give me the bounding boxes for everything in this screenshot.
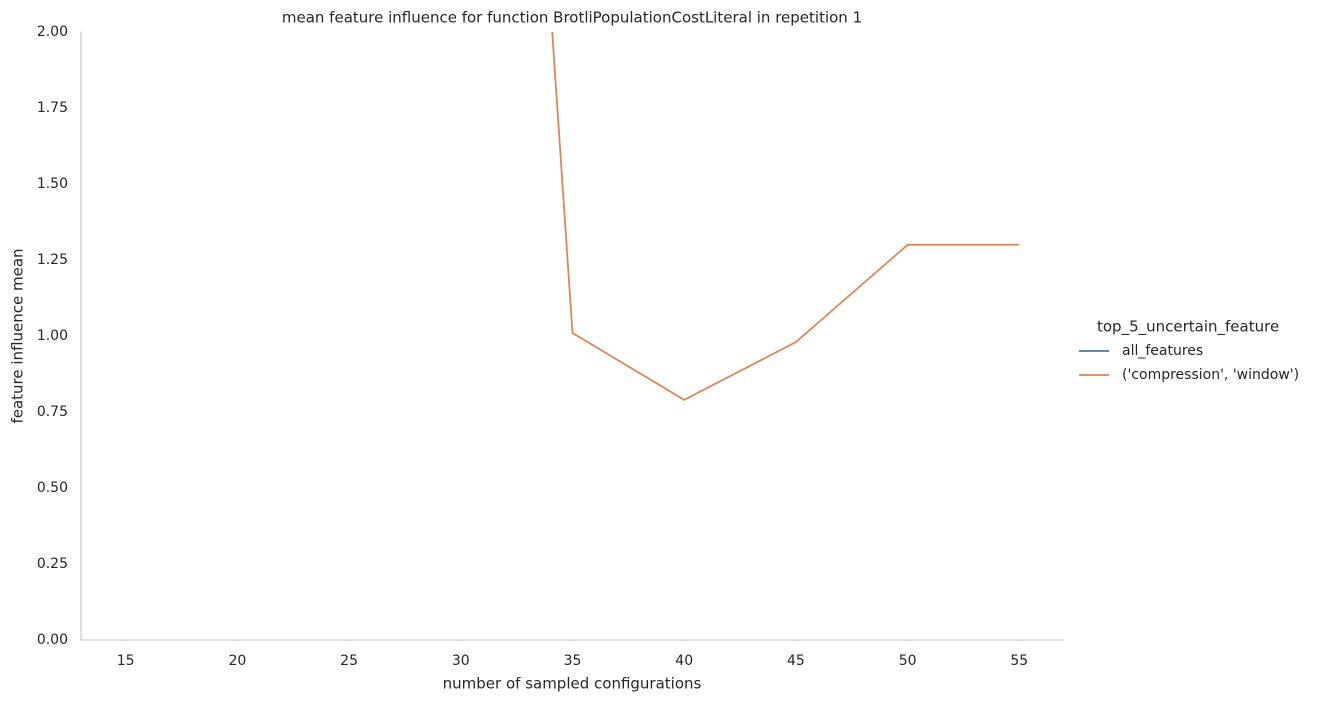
y-tick-label: 1.50 (37, 176, 68, 192)
y-tick-label: 1.75 (37, 100, 68, 116)
x-tick-label: 30 (452, 653, 470, 669)
y-tick-label: 0.25 (37, 556, 68, 572)
x-tick-label: 55 (1010, 653, 1028, 669)
x-tick-label: 20 (228, 653, 246, 669)
x-tick-label: 50 (899, 653, 917, 669)
legend-title: top_5_uncertain_feature (1097, 318, 1279, 337)
y-axis-label: feature influence mean (9, 248, 27, 423)
y-tick-label: 0.50 (37, 480, 68, 496)
x-tick-label: 35 (564, 653, 582, 669)
x-axis-label: number of sampled configurations (443, 675, 702, 693)
line-series (551, 32, 1020, 401)
x-tick-label: 40 (675, 653, 693, 669)
x-tick-label: 45 (787, 653, 805, 669)
legend-label: ('compression', 'window') (1122, 367, 1299, 383)
y-tick-label: 1.00 (37, 328, 68, 344)
x-tick-label: 15 (117, 653, 135, 669)
y-tick-label: 0.00 (37, 632, 68, 648)
y-tick-label: 2.00 (37, 24, 68, 40)
chart-title: mean feature influence for function Brot… (282, 9, 862, 27)
legend-label: all_features (1122, 343, 1203, 359)
y-tick-label: 0.75 (37, 404, 68, 420)
y-tick-label: 1.25 (37, 252, 68, 268)
x-tick-label: 25 (340, 653, 358, 669)
